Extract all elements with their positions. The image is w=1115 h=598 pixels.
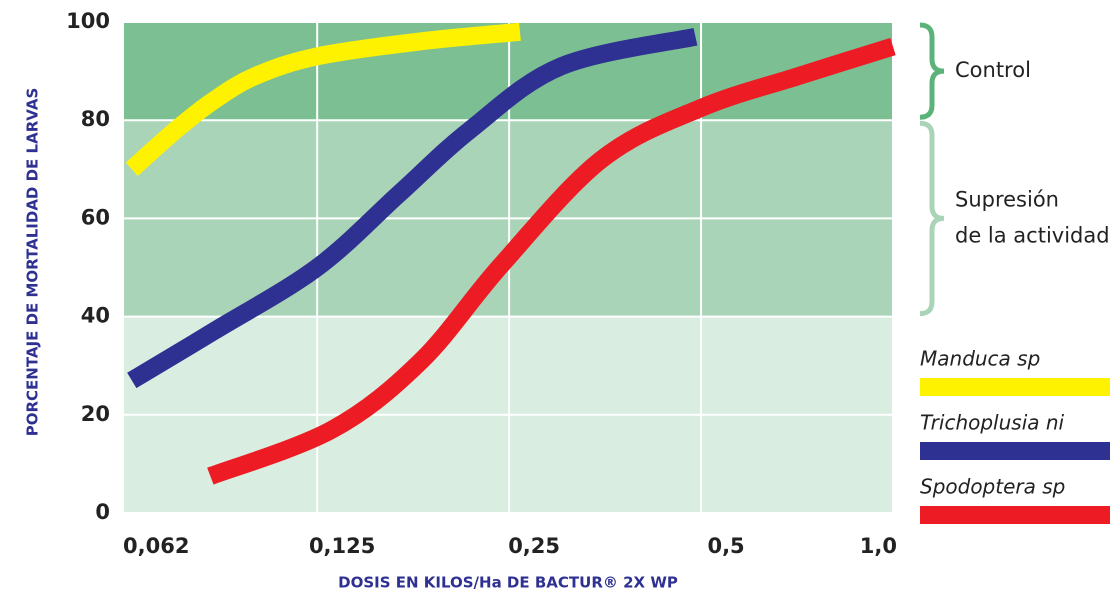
x-tick-label: 0,5 [707,534,744,558]
legend-label: Spodoptera sp [920,475,1065,499]
x-tick-label: 1,0 [860,534,897,558]
zone-brace [919,120,945,317]
series-line [207,37,896,485]
x-tick-label: 0,125 [309,534,375,558]
y-tick-label: 0 [95,500,110,524]
y-tick-label: 40 [81,304,110,328]
y-axis-title: PORCENTAJE DE MORTALIDAD DE LARVAS [24,88,42,437]
legend-label: Manduca sp [920,347,1040,371]
legend-swatch [920,442,1110,460]
legend-swatch [920,378,1110,396]
legend-swatch [920,506,1110,524]
y-tick-label: 20 [81,402,110,426]
y-tick-label: 60 [81,205,110,229]
zone-brace [919,22,945,120]
series-line [127,27,698,389]
zone-label: de la actividad [955,223,1110,247]
y-tick-label: 100 [66,9,110,33]
zone-label: Control [955,58,1031,82]
x-axis-title: DOSIS EN KILOS/Ha DE BACTUR® 2X WP [338,574,678,592]
x-tick-label: 0,25 [508,534,560,558]
legend-label: Trichoplusia ni [920,411,1065,435]
x-tick-label: 0,062 [123,534,189,558]
series-line [125,22,521,177]
zone-label: Supresión [955,187,1059,211]
y-tick-label: 80 [81,107,110,131]
